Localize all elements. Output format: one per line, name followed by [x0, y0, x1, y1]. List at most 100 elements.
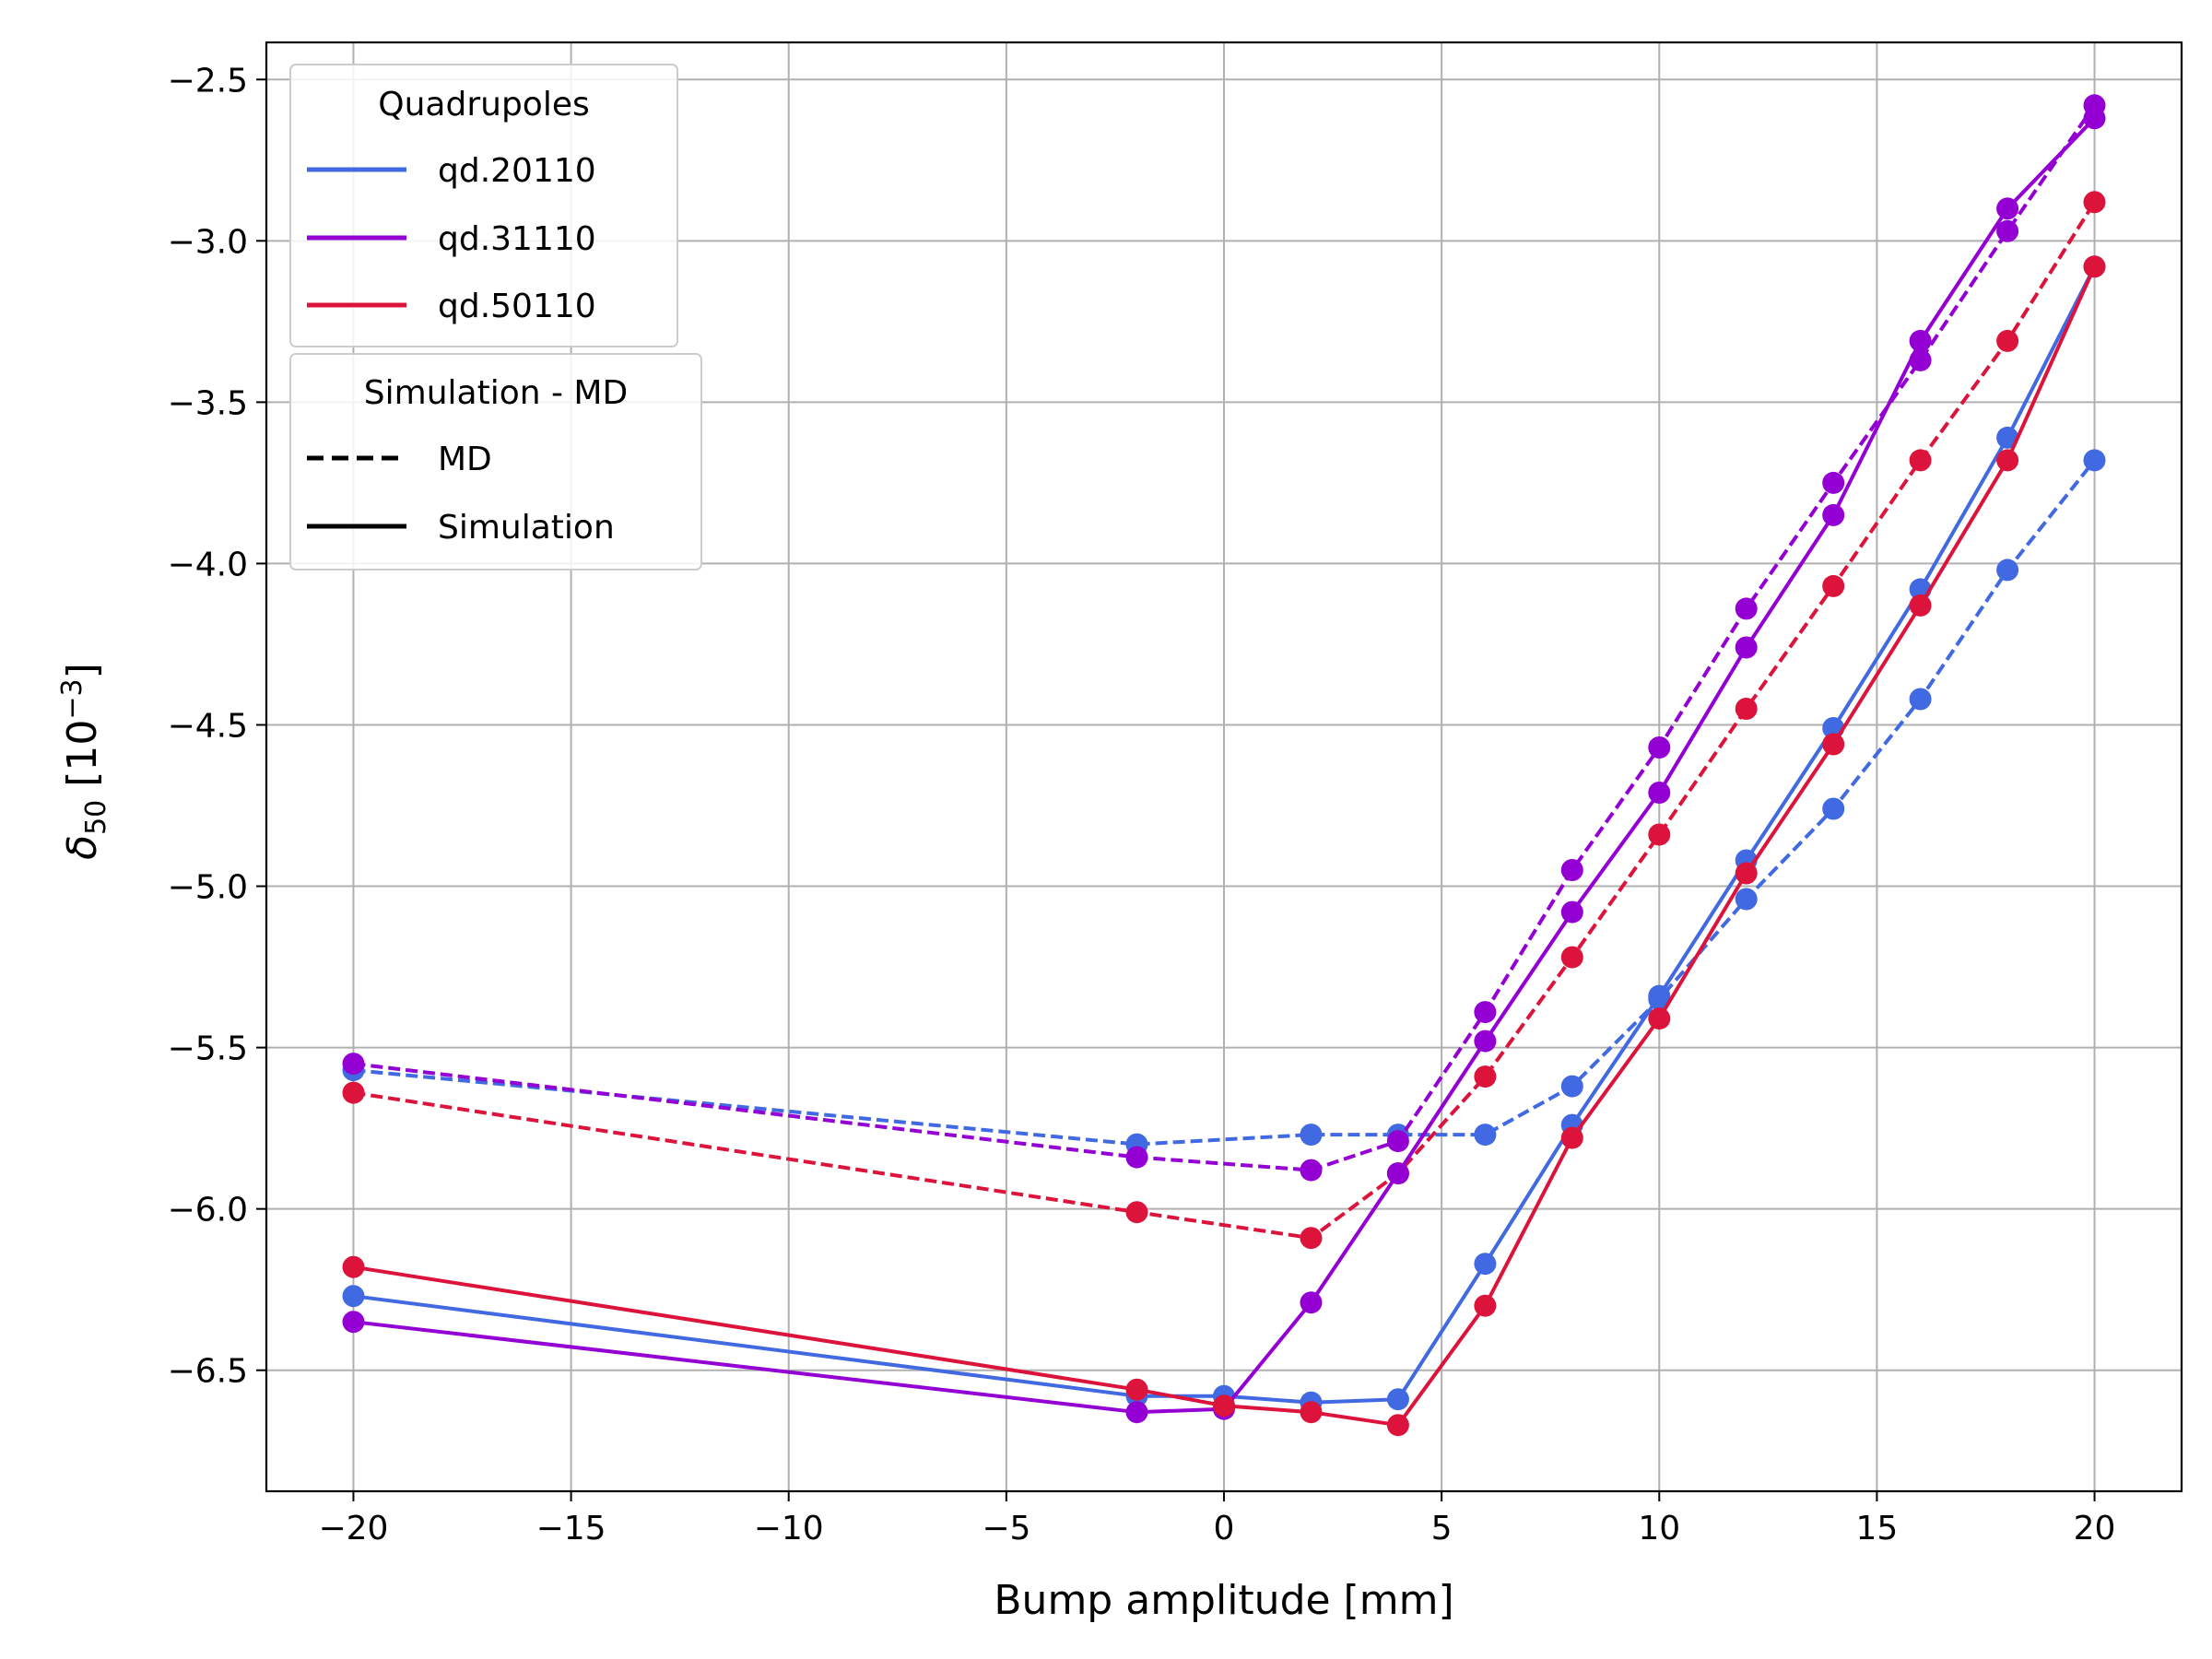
- data-point-qd-31110-simulation: [1560, 900, 1583, 924]
- y-tick-label: −4.0: [168, 546, 248, 583]
- data-point-qd-20110-md: [1822, 797, 1845, 820]
- x-tick-label: 15: [1856, 1510, 1899, 1547]
- data-point-qd-31110-md: [1125, 1146, 1148, 1169]
- data-point-qd-31110-simulation: [1474, 1030, 1497, 1053]
- x-tick-label: 0: [1214, 1510, 1235, 1547]
- legend-simulation-md: Simulation - MD MD Simulation: [289, 353, 702, 571]
- data-point-qd-50110-md: [1648, 823, 1671, 846]
- y-axis-label: δ50 [10−3]: [56, 663, 112, 860]
- data-point-qd-31110-md: [1474, 1001, 1497, 1024]
- series-qd-50110-md: [342, 191, 2106, 1250]
- data-point-qd-50110-simulation: [1648, 1007, 1671, 1030]
- data-point-qd-50110-md: [1300, 1227, 1323, 1250]
- data-point-qd-31110-simulation: [1386, 1162, 1409, 1185]
- legend-simulation-md-frame: [289, 353, 702, 571]
- tick-layer: −20 −15 −10 −5 0 5 10 15 20 −2.5 −3.0 −3.5 −4.0 −4.5 −…: [168, 62, 2116, 1547]
- data-point-qd-20110-simulation: [1474, 1253, 1497, 1276]
- data-point-qd-20110-md: [1300, 1124, 1323, 1147]
- y-axis-label-unit-exponent: −3: [56, 678, 88, 719]
- y-tick-label: −5.5: [168, 1030, 248, 1068]
- data-point-qd-50110-md: [1125, 1201, 1148, 1224]
- legend-label-simulation: Simulation: [438, 509, 615, 547]
- data-point-qd-31110-md: [1386, 1130, 1409, 1153]
- data-point-qd-50110-md: [1909, 449, 1932, 472]
- y-tick-label: −6.5: [168, 1353, 248, 1391]
- data-point-qd-31110-simulation: [1125, 1401, 1148, 1424]
- data-point-qd-20110-md: [1996, 559, 2019, 582]
- series-line-qd-31110-md: [353, 104, 2097, 1172]
- legend-label-qd-31110: qd.31110: [438, 220, 596, 258]
- y-axis-label-unit-open: [10: [59, 720, 106, 800]
- data-point-qd-50110-simulation: [1125, 1378, 1148, 1401]
- data-point-qd-50110-simulation: [1822, 733, 1845, 756]
- data-point-qd-50110-simulation: [1474, 1294, 1497, 1317]
- y-tick-label: −3.5: [168, 384, 248, 422]
- data-point-qd-31110-md: [1560, 859, 1583, 881]
- legend-label-md: MD: [438, 441, 492, 478]
- data-point-qd-31110-simulation: [342, 1311, 365, 1334]
- y-axis-label-subscript: 50: [80, 800, 112, 835]
- data-point-qd-31110-md: [1300, 1159, 1323, 1182]
- data-point-qd-31110-simulation: [1996, 197, 2019, 220]
- data-point-qd-20110-md: [1560, 1075, 1583, 1098]
- y-axis-label-unit-close: ]: [59, 663, 106, 678]
- data-point-qd-50110-simulation: [1213, 1394, 1235, 1418]
- x-tick-label: −10: [754, 1510, 824, 1547]
- series-layer: [342, 94, 2106, 1437]
- data-point-qd-50110-md: [1735, 698, 1758, 720]
- legend-quadrupoles-frame: [289, 64, 678, 347]
- y-tick-label: −2.5: [168, 62, 248, 100]
- data-point-qd-31110-simulation: [1300, 1291, 1323, 1314]
- x-tick-label: −5: [982, 1510, 1030, 1547]
- data-point-qd-20110-md: [2083, 449, 2106, 472]
- data-point-qd-20110-simulation: [1648, 984, 1671, 1007]
- data-point-qd-50110-simulation: [1996, 449, 2019, 472]
- grid: [266, 42, 2182, 1491]
- y-tick-label: −4.5: [168, 707, 248, 745]
- legend-quadrupoles: Quadrupoles qd.20110 qd.31110 qd.50110: [289, 64, 678, 347]
- series-line-qd-20110-md: [353, 459, 2097, 1147]
- data-point-qd-31110-md: [1822, 471, 1845, 494]
- data-point-qd-31110-simulation: [1735, 636, 1758, 659]
- y-tick-label: −3.0: [168, 223, 248, 261]
- data-point-qd-31110-md: [1735, 597, 1758, 620]
- x-tick-label: 20: [2074, 1510, 2116, 1547]
- data-point-qd-20110-md: [1909, 688, 1932, 711]
- data-point-qd-50110-simulation: [1909, 594, 1932, 617]
- data-point-qd-20110-simulation: [1386, 1388, 1409, 1411]
- data-point-qd-31110-simulation: [2083, 107, 2106, 130]
- data-point-qd-31110-md: [1648, 736, 1671, 759]
- data-point-qd-50110-simulation: [1386, 1414, 1409, 1437]
- data-point-qd-50110-md: [1822, 574, 1845, 597]
- data-point-qd-50110-simulation: [1735, 862, 1758, 885]
- legend-quadrupoles-title: Quadrupoles: [378, 86, 589, 124]
- data-point-qd-31110-md: [342, 1053, 365, 1076]
- data-point-qd-50110-md: [1560, 946, 1583, 969]
- data-point-qd-20110-md: [1474, 1124, 1497, 1147]
- legend-label-qd-50110: qd.50110: [438, 288, 596, 325]
- data-point-qd-50110-md: [1474, 1065, 1497, 1088]
- y-axis-label-symbol: δ: [59, 835, 106, 860]
- data-point-qd-31110-simulation: [1822, 503, 1845, 526]
- data-point-qd-50110-simulation: [1300, 1401, 1323, 1424]
- x-tick-label: −15: [536, 1510, 606, 1547]
- data-point-qd-50110-md: [342, 1081, 365, 1104]
- x-axis-label: Bump amplitude [mm]: [994, 1577, 1453, 1624]
- data-point-qd-50110-simulation: [342, 1255, 365, 1278]
- data-point-qd-20110-md: [1735, 888, 1758, 911]
- legend-label-qd-20110: qd.20110: [438, 152, 596, 190]
- series-qd-31110-md: [342, 94, 2106, 1182]
- y-tick-label: −6.0: [168, 1192, 248, 1230]
- data-point-qd-20110-simulation: [342, 1285, 365, 1308]
- legend-simulation-md-title: Simulation - MD: [364, 374, 628, 412]
- data-point-qd-31110-simulation: [1648, 782, 1671, 804]
- y-tick-label: −5.0: [168, 869, 248, 907]
- data-point-qd-31110-simulation: [1909, 329, 1932, 352]
- data-point-qd-20110-simulation: [1996, 426, 2019, 449]
- x-tick-label: 5: [1431, 1510, 1453, 1547]
- data-point-qd-50110-md: [1996, 329, 2019, 352]
- data-point-qd-50110-simulation: [2083, 255, 2106, 278]
- data-point-qd-50110-simulation: [1560, 1126, 1583, 1149]
- series-line-qd-50110-md: [353, 201, 2097, 1241]
